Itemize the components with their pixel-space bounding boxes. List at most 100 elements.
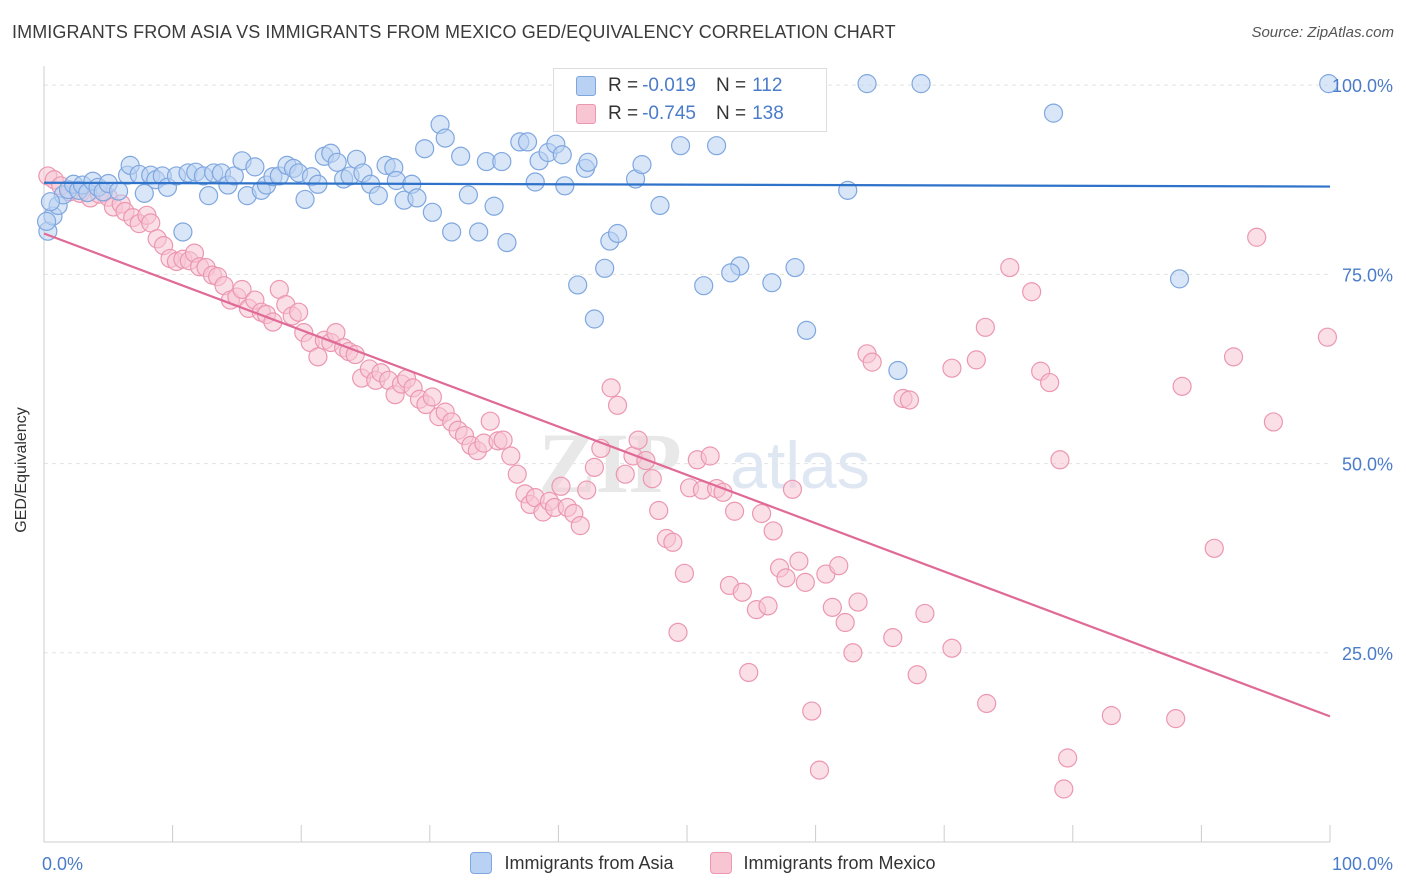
asia-point	[368, 186, 388, 206]
legend-n-value-mexico: 138	[752, 103, 784, 124]
asia-point	[552, 145, 572, 165]
legend-n-value-asia: 112	[752, 75, 783, 96]
mexico-point	[1247, 227, 1267, 247]
mexico-point	[1166, 709, 1186, 729]
mexico-point	[843, 643, 863, 663]
asia-point	[451, 146, 471, 166]
y-tick-label: 25.0%	[1342, 644, 1393, 664]
asia-point	[568, 275, 588, 295]
mexico-point	[570, 516, 590, 536]
asia-point	[36, 211, 57, 231]
asia-point	[762, 273, 782, 293]
asia-point	[134, 183, 154, 203]
correlation-legend: R = -0.019 N = 112 R = -0.745 N = 138	[553, 68, 827, 132]
asia-point	[435, 128, 455, 148]
mexico-point	[1054, 779, 1074, 799]
trend-line-mexico	[43, 232, 1331, 718]
asia-point	[525, 172, 545, 192]
asia-point	[888, 360, 908, 381]
x-tick-label: 100.0%	[1332, 854, 1393, 874]
asia-point	[422, 202, 442, 222]
mexico-point	[668, 622, 688, 642]
asia-point	[578, 152, 598, 172]
mexico-point	[1022, 282, 1042, 302]
mexico-point	[1263, 412, 1284, 432]
mexico-point	[763, 521, 783, 541]
y-tick-label: 100.0%	[1332, 76, 1393, 96]
x-tick-label: 0.0%	[42, 854, 83, 874]
asia-point	[1043, 103, 1064, 123]
mexico-point	[966, 350, 986, 370]
legend-n-label: N =	[715, 103, 747, 124]
asia-point	[857, 74, 877, 94]
mexico-point	[802, 701, 822, 721]
chart-title: IMMIGRANTS FROM ASIA VS IMMIGRANTS FROM …	[12, 22, 896, 42]
legend-label-asia: Immigrants from Asia	[504, 852, 674, 873]
mexico-point	[915, 603, 935, 624]
mexico-point	[607, 395, 628, 415]
asia-point	[650, 195, 670, 216]
mexico-point	[1172, 376, 1192, 396]
mexico-point	[501, 446, 521, 466]
mexico-point	[326, 323, 346, 343]
asia-point	[1169, 269, 1190, 289]
mexico-point	[1317, 327, 1338, 347]
asia-point	[415, 139, 435, 159]
mexico-point	[551, 476, 571, 496]
asia-point	[632, 155, 652, 175]
mexico-point	[751, 503, 772, 524]
mexico-point	[848, 592, 868, 612]
asia-point	[173, 222, 193, 242]
legend-row-mexico: R = -0.745 N = 138	[576, 101, 784, 127]
asia-point	[706, 136, 727, 156]
asia-point	[796, 320, 817, 340]
asia-point	[407, 188, 427, 208]
asia-point	[595, 258, 615, 278]
legend-r-value-asia: -0.019	[642, 75, 696, 96]
asia-point	[492, 151, 512, 172]
mexico-point	[899, 390, 920, 410]
asia-point	[517, 132, 538, 152]
trend-line-asia	[43, 181, 1331, 188]
mexico-point	[795, 572, 815, 592]
mexico-point	[975, 317, 995, 337]
asia-point	[484, 196, 504, 216]
mexico-point	[907, 665, 927, 685]
mexico-point	[493, 430, 513, 450]
asia-point	[1319, 74, 1339, 94]
y-tick-label: 75.0%	[1342, 265, 1393, 285]
mexico-point	[601, 378, 621, 398]
mexico-point	[822, 597, 842, 617]
asia-point	[785, 257, 805, 278]
mexico-point	[739, 662, 759, 683]
mexico-point	[724, 501, 745, 521]
legend-swatch-asia	[470, 852, 493, 874]
mexico-point	[829, 556, 849, 576]
mexico-point	[1204, 538, 1224, 558]
trend-lines	[43, 181, 1331, 718]
legend-r-label: R =	[608, 75, 639, 96]
mexico-point	[942, 358, 962, 378]
asia-point	[670, 136, 691, 156]
mexico-point	[308, 347, 328, 367]
legend-r-value-mexico: -0.745	[642, 103, 696, 124]
mexico-point	[289, 302, 309, 322]
asia-point	[108, 181, 129, 201]
series-asia-points	[36, 74, 1339, 381]
legend-swatch-mexico	[576, 104, 596, 124]
mexico-point	[480, 411, 500, 431]
asia-point	[694, 276, 714, 296]
mexico-point	[1050, 450, 1070, 470]
source-label: Source: ZipAtlas.com	[1251, 24, 1394, 41]
mexico-point	[507, 464, 527, 484]
mexico-point	[615, 464, 635, 484]
mexico-point	[789, 551, 809, 571]
asia-point	[295, 189, 315, 210]
mexico-point	[663, 532, 683, 552]
mexico-point	[977, 693, 997, 714]
asia-point	[555, 176, 575, 196]
mexico-point	[883, 628, 903, 648]
asia-point	[40, 192, 61, 212]
watermark-zip: ZIP	[538, 415, 681, 511]
